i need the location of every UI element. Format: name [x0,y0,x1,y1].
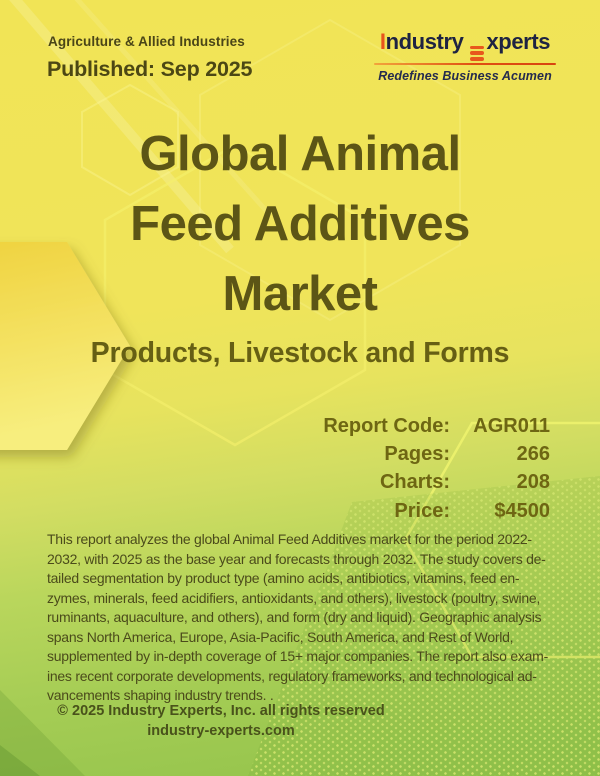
brand-name: Industry xperts [374,29,556,61]
report-title: Global Animal Feed Additives Market [0,119,600,329]
published-date: Published: Sep 2025 [47,57,253,81]
light-beam [9,0,234,254]
copyright-text: © 2025 Industry Experts, Inc. all rights… [57,703,385,719]
detail-value: 208 [516,471,550,494]
detail-row-price: Price: $4500 [323,497,550,525]
report-details: Report Code: AGR011 Pages: 266 Charts: 2… [323,412,550,525]
detail-label: Pages: [384,443,450,466]
title-line-1: Global Animal [139,127,461,181]
detail-label: Price: [394,499,450,522]
logo-letter-i: I [379,29,386,54]
logo-word1: ndustry [385,29,464,54]
logo-underline [374,62,556,65]
report-subtitle: Products, Livestock and Forms [90,337,510,369]
gold-hexagon [0,242,130,450]
hexagon-outline-mid [103,143,367,447]
brand-logo: Industry xperts Redefines Business Acumen [374,29,556,83]
logo-word2: xperts [486,29,551,54]
report-description: This report analyzes the global Animal F… [47,531,549,703]
corner-wedge [0,745,40,776]
detail-row-charts: Charts: 208 [323,468,550,496]
detail-value: $4500 [494,499,550,522]
logo-tagline: Redefines Business Acumen [378,68,552,83]
logo-bars-icon [470,45,485,61]
detail-row-pages: Pages: 266 [323,440,550,468]
detail-value: AGR011 [473,415,550,437]
category-label: Agriculture & Allied Industries [48,34,245,49]
footer: © 2025 Industry Experts, Inc. all rights… [48,701,394,741]
detail-value: 266 [516,443,550,466]
hexagon-outline-small [81,83,179,197]
detail-row-report-code: Report Code: AGR011 [323,412,550,440]
website-link[interactable]: industry-experts.com [147,723,295,739]
detail-label: Charts: [379,471,450,494]
corner-wedge [0,690,85,776]
title-line-3: Market [222,267,378,321]
hexagon-outline-faint [199,18,461,322]
light-beam [74,0,272,217]
title-line-2: Feed Additives [130,197,470,251]
detail-label: Report Code: [323,415,450,437]
